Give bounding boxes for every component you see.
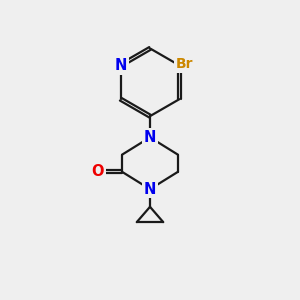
Text: O: O <box>92 164 104 179</box>
Text: N: N <box>144 130 156 145</box>
Text: Br: Br <box>176 57 194 71</box>
Text: N: N <box>144 182 156 197</box>
Text: N: N <box>115 58 127 73</box>
